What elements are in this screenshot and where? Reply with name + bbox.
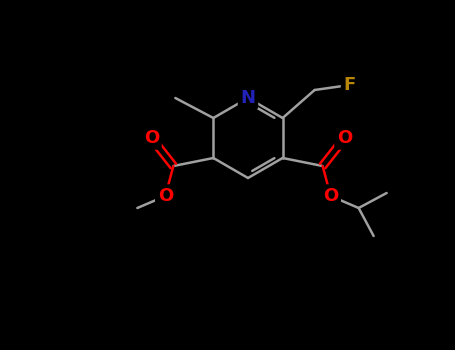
Text: O: O xyxy=(158,187,173,205)
Text: F: F xyxy=(344,76,356,94)
Text: O: O xyxy=(323,187,338,205)
Text: O: O xyxy=(144,129,159,147)
Text: N: N xyxy=(241,89,256,107)
Text: O: O xyxy=(337,129,352,147)
